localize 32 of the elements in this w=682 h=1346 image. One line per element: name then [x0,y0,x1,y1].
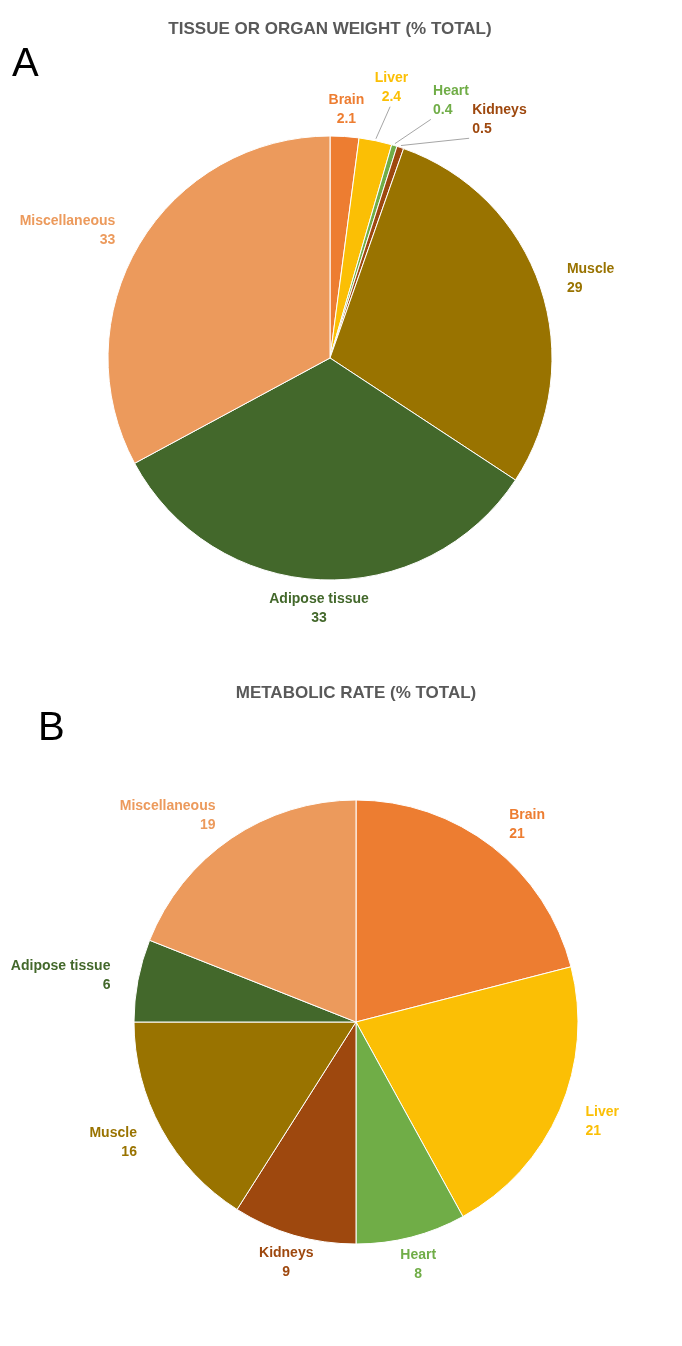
slice-label: Liver [374,68,409,85]
data-label: 21 [585,1122,602,1139]
data-label: 9 [282,1263,291,1280]
text: A [12,40,39,84]
slice-label: Muscle [566,260,615,277]
data-label: 0.5 [472,120,492,137]
slice-label: Brain [328,90,365,107]
data-label: 33 [311,608,328,625]
slice-label: Heart [433,81,470,98]
slice-label: Kidneys [472,101,527,118]
data-label: 21 [509,825,526,842]
data-label: 29 [566,279,583,296]
data-label: 16 [121,1143,138,1160]
chart-title: METABOLIC RATE (% TOTAL) [235,683,477,702]
data-label: 6 [102,976,111,993]
slice-label: Muscle [89,1124,138,1141]
data-label: 33 [99,230,116,247]
slice-label: Adipose tissue [10,957,111,974]
slice-label: Miscellaneous [19,211,116,228]
data-label: 0.4 [433,100,453,117]
data-label: 2.1 [336,109,357,126]
slice-label: Miscellaneous [119,797,216,814]
slice-label: Liver [585,1103,620,1120]
slice-label: Adipose tissue [269,589,370,606]
slice-label: Heart [400,1246,437,1263]
data-label: 8 [414,1265,423,1282]
slice-label: Brain [509,806,546,823]
data-label: 2.4 [381,87,402,104]
text: B [38,704,65,748]
slice-label: Kidneys [259,1244,314,1261]
chart-title: TISSUE OR ORGAN WEIGHT (% TOTAL) [168,19,492,38]
data-label: 19 [199,816,216,833]
